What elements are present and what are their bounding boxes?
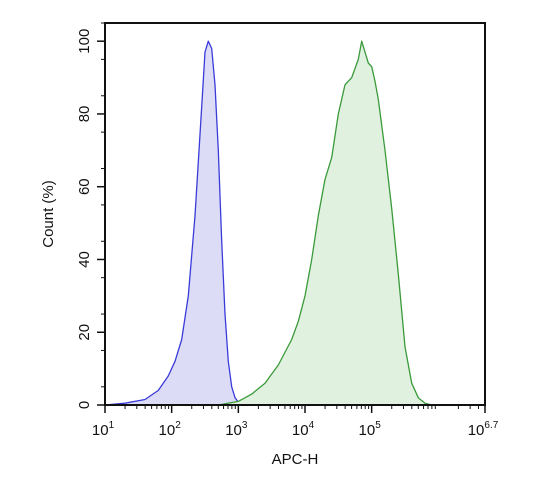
x-tick-label: 102 <box>159 420 182 439</box>
series-layer <box>104 40 432 406</box>
y-tick-label: 20 <box>76 324 93 341</box>
y-axis-ticks: 0 20 40 60 80 100 <box>76 22 105 409</box>
y-tick-label: 80 <box>76 106 93 123</box>
y-tick-label: 100 <box>76 29 93 54</box>
x-axis-title: APC-H <box>272 451 319 468</box>
y-tick-label: 40 <box>76 251 93 268</box>
series-2-area <box>218 41 432 405</box>
x-tick-label: 106.7 <box>468 420 499 439</box>
y-axis-title: Count (%) <box>40 180 57 248</box>
series-2-line <box>218 40 432 406</box>
x-tick-label: 104 <box>292 420 315 439</box>
x-tick-label: 105 <box>359 420 382 439</box>
y-tick-label: 60 <box>76 178 93 195</box>
x-tick-label: 103 <box>225 420 248 439</box>
x-tick-label: 101 <box>92 420 115 439</box>
x-axis-ticks: 101 102 103 104 105 106.7 <box>92 405 499 439</box>
series-1-area <box>105 41 245 405</box>
series-1-line <box>104 40 246 406</box>
y-tick-label: 0 <box>76 401 93 409</box>
